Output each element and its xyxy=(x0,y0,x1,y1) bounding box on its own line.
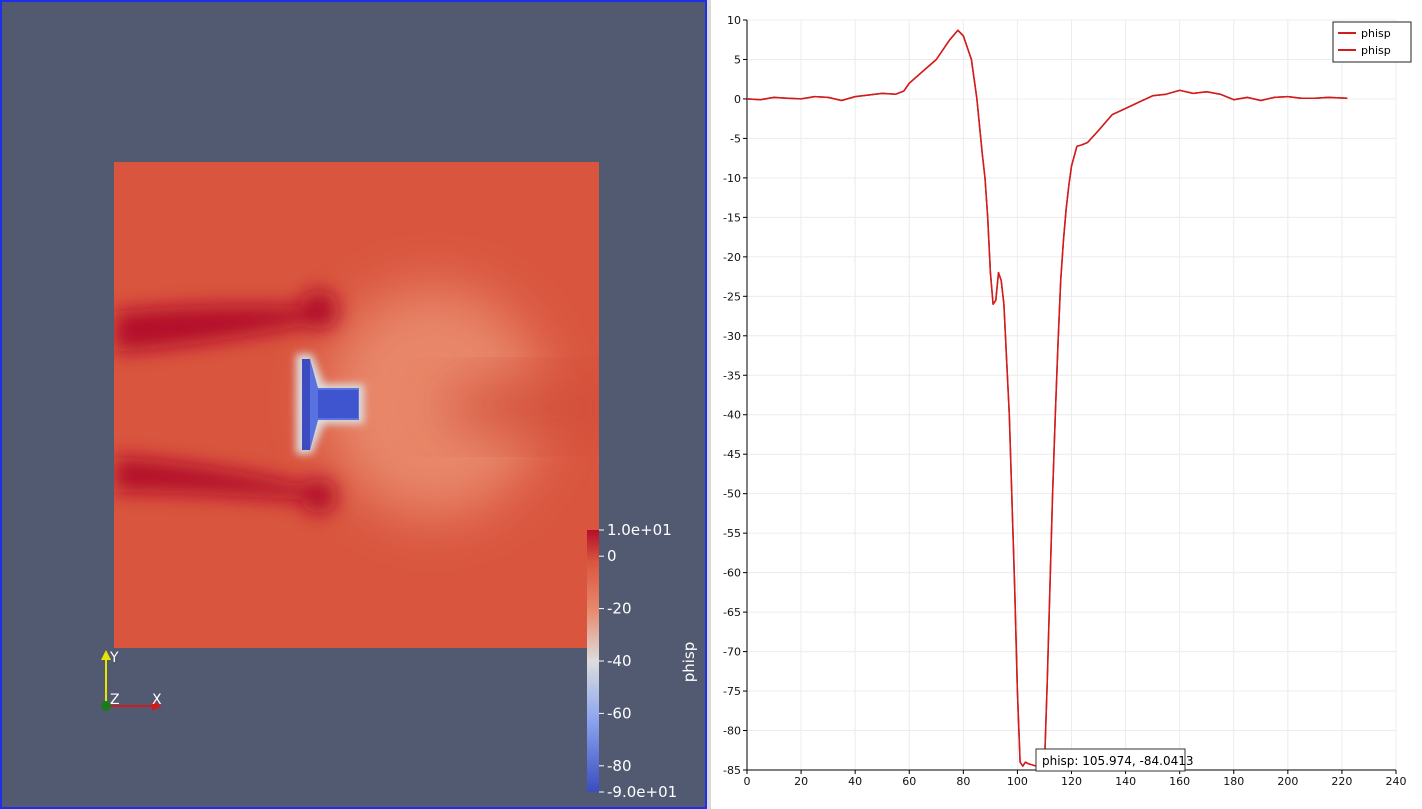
y-tick-label: -50 xyxy=(723,488,741,501)
view-splitter[interactable] xyxy=(707,0,711,809)
x-tick-label: 40 xyxy=(848,775,862,788)
colorbar-tick-label: -60 xyxy=(607,704,632,722)
y-tick-label: -55 xyxy=(723,527,741,540)
x-tick-label: 140 xyxy=(1115,775,1136,788)
y-tick-label: -85 xyxy=(723,764,741,777)
y-tick-label: 0 xyxy=(734,93,741,106)
tooltip-text: phisp: 105.974, -84.0413 xyxy=(1042,754,1194,768)
line-chart-view[interactable]: 0 20 40 60 80 100 120 140 160 180 200 220 240 10 5 0 -5 -… xyxy=(711,0,1422,809)
colorbar-tick-label: 0 xyxy=(607,547,617,565)
y-tick-label: -45 xyxy=(723,448,741,461)
x-tick-label: 240 xyxy=(1386,775,1407,788)
x-tick-label: 220 xyxy=(1331,775,1352,788)
y-tick-label: -15 xyxy=(723,211,741,224)
y-tick-label: -60 xyxy=(723,567,741,580)
y-tick-label: 5 xyxy=(734,53,741,66)
axis-y-label: Y xyxy=(109,650,119,666)
legend-entry-2: phisp xyxy=(1361,44,1391,57)
colorbar-tick-label: -80 xyxy=(607,757,632,775)
orientation-axes: Y Z X xyxy=(101,650,162,711)
y-tick-label: -65 xyxy=(723,606,741,619)
y-tick-label: 10 xyxy=(727,14,741,27)
y-tick-label: -80 xyxy=(723,725,741,738)
colorbar-tick-label: -40 xyxy=(607,652,632,670)
y-tick-label: -10 xyxy=(723,172,741,185)
y-tick-label: -25 xyxy=(723,290,741,303)
color-legend[interactable]: 1.0e+01 0 -20 -40 -60 -80 -9.0e+01 phisp xyxy=(582,522,702,807)
x-tick-label: 160 xyxy=(1169,775,1190,788)
x-tick-label: 200 xyxy=(1277,775,1298,788)
y-tick-label: -5 xyxy=(730,132,741,145)
x-tick-label: 120 xyxy=(1061,775,1082,788)
axis-x-label: X xyxy=(152,692,162,708)
colorbar-tick-label: -9.0e+01 xyxy=(607,783,677,801)
series-line-2[interactable] xyxy=(746,29,1348,768)
x-tick-label: 100 xyxy=(1007,775,1028,788)
x-tick-label: 60 xyxy=(902,775,916,788)
axis-z-label: Z xyxy=(110,692,120,708)
render-view[interactable]: Y Z X 1.0e+01 0 -20 -40 -60 -80 -9.0e+01 phisp xyxy=(0,0,707,809)
colorbar-tick-label: -20 xyxy=(607,600,632,618)
x-tick-label: 0 xyxy=(744,775,751,788)
x-tick-label: 80 xyxy=(956,775,970,788)
chart-tooltip: phisp: 105.974, -84.0413 xyxy=(1035,748,1194,772)
y-tick-label: -35 xyxy=(723,369,741,382)
y-tick-label: -30 xyxy=(723,330,741,343)
y-tick-label: -40 xyxy=(723,409,741,422)
colorbar-tick-label: 1.0e+01 xyxy=(607,522,672,539)
colorbar-title: phisp xyxy=(680,642,698,683)
legend-entry-1: phisp xyxy=(1361,27,1391,40)
x-tick-label: 20 xyxy=(794,775,808,788)
colorbar-gradient xyxy=(587,530,599,792)
y-tick-label: -75 xyxy=(723,685,741,698)
y-tick-label: -70 xyxy=(723,646,741,659)
series-line-1[interactable] xyxy=(746,29,1348,768)
chart-legend: phisp phisp xyxy=(1332,21,1412,63)
y-tick-label: -20 xyxy=(723,251,741,264)
field-slice[interactable] xyxy=(114,162,599,648)
x-tick-label: 180 xyxy=(1223,775,1244,788)
line-chart[interactable]: 0 20 40 60 80 100 120 140 160 180 200 220 240 10 5 0 -5 -… xyxy=(711,0,1422,809)
